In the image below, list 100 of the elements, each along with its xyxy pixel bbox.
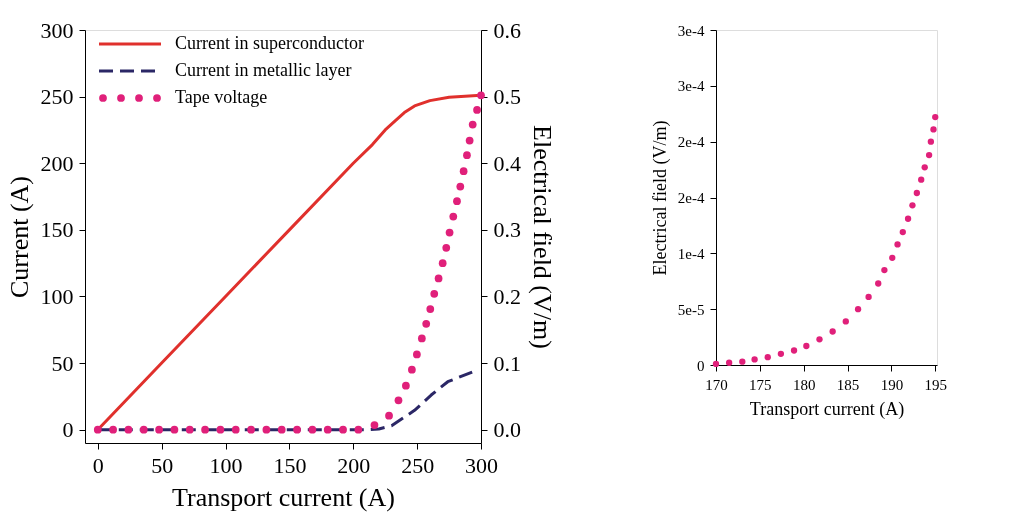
point: [921, 164, 928, 171]
point: [402, 381, 410, 390]
y2-tick-label: 0.3: [493, 217, 521, 243]
point: [442, 243, 451, 252]
point: [449, 212, 458, 221]
y2-tick-label: 0.5: [493, 84, 521, 110]
y2-tick-label: 0.0: [493, 417, 521, 443]
y2-tick-label: 0.1: [493, 350, 521, 376]
y-tick-label: 250: [40, 84, 74, 110]
x-tick-label: 0: [92, 452, 104, 478]
legend-label: Tape voltage: [175, 87, 268, 107]
point: [468, 120, 477, 129]
point: [323, 425, 332, 434]
y-tick-label: 300: [40, 17, 74, 43]
point: [262, 425, 271, 434]
x-axis-title: Transport current (A): [172, 482, 395, 512]
point: [434, 274, 443, 283]
point: [764, 354, 771, 361]
legend-label: Current in superconductor: [175, 33, 364, 53]
point: [456, 182, 465, 191]
point: [918, 176, 925, 183]
point: [904, 215, 912, 222]
x-tick-label: 150: [273, 452, 307, 478]
point: [139, 425, 148, 434]
point: [913, 189, 920, 197]
point: [739, 358, 746, 365]
point: [909, 202, 916, 209]
point: [925, 151, 933, 159]
y-tick-label: 2e-4: [677, 134, 705, 151]
point: [894, 241, 901, 248]
y2-axis-title: Electrical field (V/m): [528, 125, 557, 349]
point: [465, 136, 474, 145]
point: [413, 350, 421, 359]
y-tick-label: 1e-4: [677, 245, 705, 262]
x-tick-label: 175: [749, 376, 772, 393]
x-tick-label: 180: [792, 376, 816, 393]
point: [370, 421, 379, 429]
point: [445, 228, 454, 237]
point: [93, 425, 102, 434]
y-tick-label: 100: [40, 283, 74, 309]
x-tick-label: 170: [705, 376, 728, 393]
x-tick-label: 185: [836, 376, 860, 393]
point: [231, 425, 240, 434]
x-tick-label: 100: [209, 452, 243, 478]
y-axis-title: Current (A): [4, 175, 34, 299]
point: [201, 425, 209, 434]
point: [216, 425, 225, 434]
y-tick-label: 2e-4: [677, 190, 705, 206]
x-tick-label: 250: [401, 452, 435, 478]
point: [477, 91, 485, 100]
point: [170, 425, 179, 434]
x-axis-title: Transport current (A): [749, 398, 905, 420]
y-tick-label: 50: [51, 350, 74, 376]
point: [463, 151, 471, 160]
point: [842, 318, 849, 325]
point: [459, 167, 468, 176]
point: [790, 347, 798, 354]
point: [247, 425, 255, 434]
point: [422, 319, 431, 328]
y-tick-label: 3e-4: [677, 22, 705, 39]
point: [394, 396, 403, 405]
point: [354, 425, 363, 434]
y2-tick-label: 0.4: [493, 150, 521, 176]
point: [854, 306, 862, 313]
point: [155, 425, 163, 434]
x-tick-label: 200: [337, 452, 371, 478]
point: [308, 425, 317, 434]
y-tick-label: 200: [40, 150, 74, 176]
point: [751, 356, 758, 363]
point: [426, 305, 435, 313]
point: [927, 138, 935, 145]
point: [438, 259, 447, 268]
y2-tick-label: 0.2: [493, 283, 521, 309]
point: [293, 425, 301, 434]
point: [453, 197, 461, 206]
point: [932, 113, 939, 121]
point: [124, 425, 133, 434]
point: [109, 425, 117, 434]
point: [930, 126, 937, 133]
point: [816, 336, 823, 343]
point: [473, 106, 481, 114]
point: [881, 266, 888, 274]
point: [408, 365, 416, 374]
y-tick-label: 150: [40, 217, 74, 243]
y-tick-label: 5e-5: [677, 301, 705, 318]
y-tick-label: 0: [62, 417, 74, 443]
x-tick-label: 195: [924, 376, 947, 393]
x-tick-label: 190: [880, 376, 904, 393]
point: [899, 228, 906, 236]
y-tick-label: 3e-4: [677, 78, 705, 95]
point: [277, 425, 286, 434]
point: [430, 289, 439, 298]
legend-label: Current in metallic layer: [175, 60, 352, 80]
point: [385, 411, 393, 420]
point: [185, 425, 194, 434]
x-tick-label: 50: [151, 452, 174, 478]
y-axis-title: Electrical field (V/m): [649, 120, 671, 276]
point: [889, 254, 896, 261]
y-tick-label: 0: [697, 357, 705, 374]
point: [875, 280, 882, 287]
